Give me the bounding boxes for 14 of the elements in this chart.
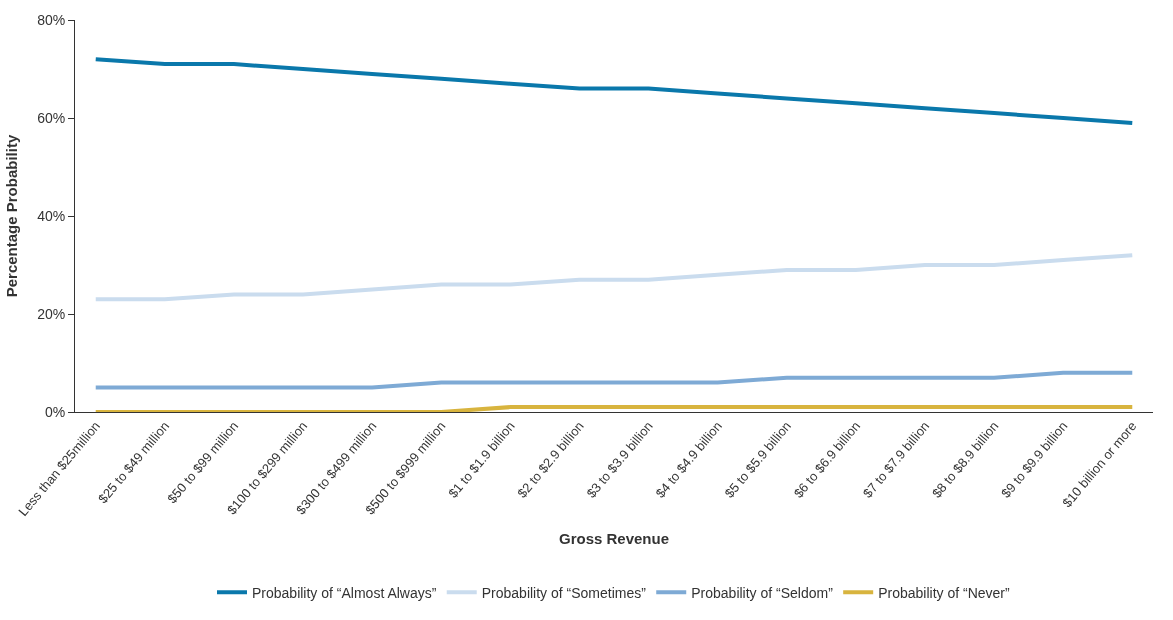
line-series xyxy=(93,57,1135,125)
y-tick-label: 60% xyxy=(37,109,66,126)
line-series xyxy=(93,253,1135,302)
y-tick-label: 80% xyxy=(37,11,66,28)
legend-label: Probability of “Almost Always” xyxy=(252,584,437,601)
legend-label: Probability of “Never” xyxy=(878,584,1011,601)
legend-label: Probability of “Sometimes” xyxy=(481,584,647,601)
legend-label: Probability of “Seldom” xyxy=(691,584,834,601)
y-tick-label: 0% xyxy=(44,403,66,420)
y-axis-title: Percentage Probability xyxy=(3,134,21,298)
line-series xyxy=(93,370,1135,390)
y-tick-label: 40% xyxy=(37,207,66,224)
x-axis-title: Gross Revenue xyxy=(558,530,670,548)
y-tick-label: 20% xyxy=(37,305,66,322)
